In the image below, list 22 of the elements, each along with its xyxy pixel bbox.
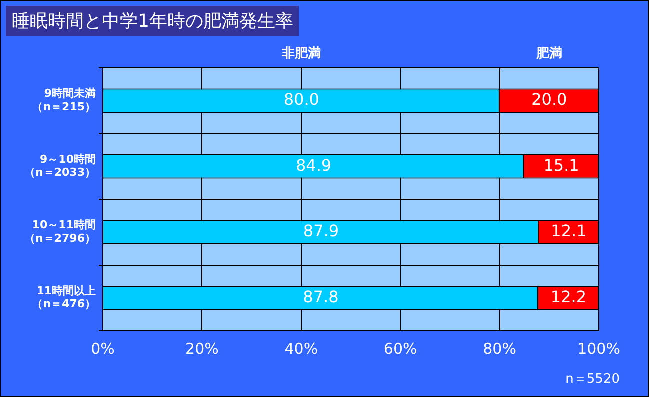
chart-title: 睡眠時間と中学1年時の肥満発生率 — [6, 6, 300, 36]
x-tick-label: 20% — [186, 340, 219, 358]
data-label: 12.1 — [551, 222, 587, 241]
x-tick-label: 40% — [284, 340, 318, 358]
x-tick-label: 0% — [91, 340, 115, 358]
text: n＝5520 — [566, 371, 620, 388]
x-tick-label: 60% — [384, 340, 418, 358]
data-label: 12.2 — [550, 287, 587, 306]
data-label: 87.9 — [303, 222, 340, 241]
y-tick-label: 9時間未満（n＝215） — [32, 87, 96, 114]
data-label: 87.8 — [303, 287, 339, 306]
y-tick-label: 10～11時間（n＝2796） — [24, 218, 96, 245]
data-label: 15.1 — [544, 156, 580, 175]
data-label: 20.0 — [532, 90, 568, 110]
y-tick-label: 11時間以上（n＝476） — [32, 284, 96, 311]
text: 肥満 — [535, 46, 562, 62]
text: 非肥満 — [281, 46, 322, 62]
data-label: 84.9 — [296, 156, 332, 175]
y-tick-label: 9～10時間（n＝2033） — [24, 152, 96, 180]
x-tick-label: 100% — [578, 340, 620, 358]
data-label: 80.0 — [284, 90, 320, 110]
x-tick-label: 80% — [483, 340, 516, 358]
